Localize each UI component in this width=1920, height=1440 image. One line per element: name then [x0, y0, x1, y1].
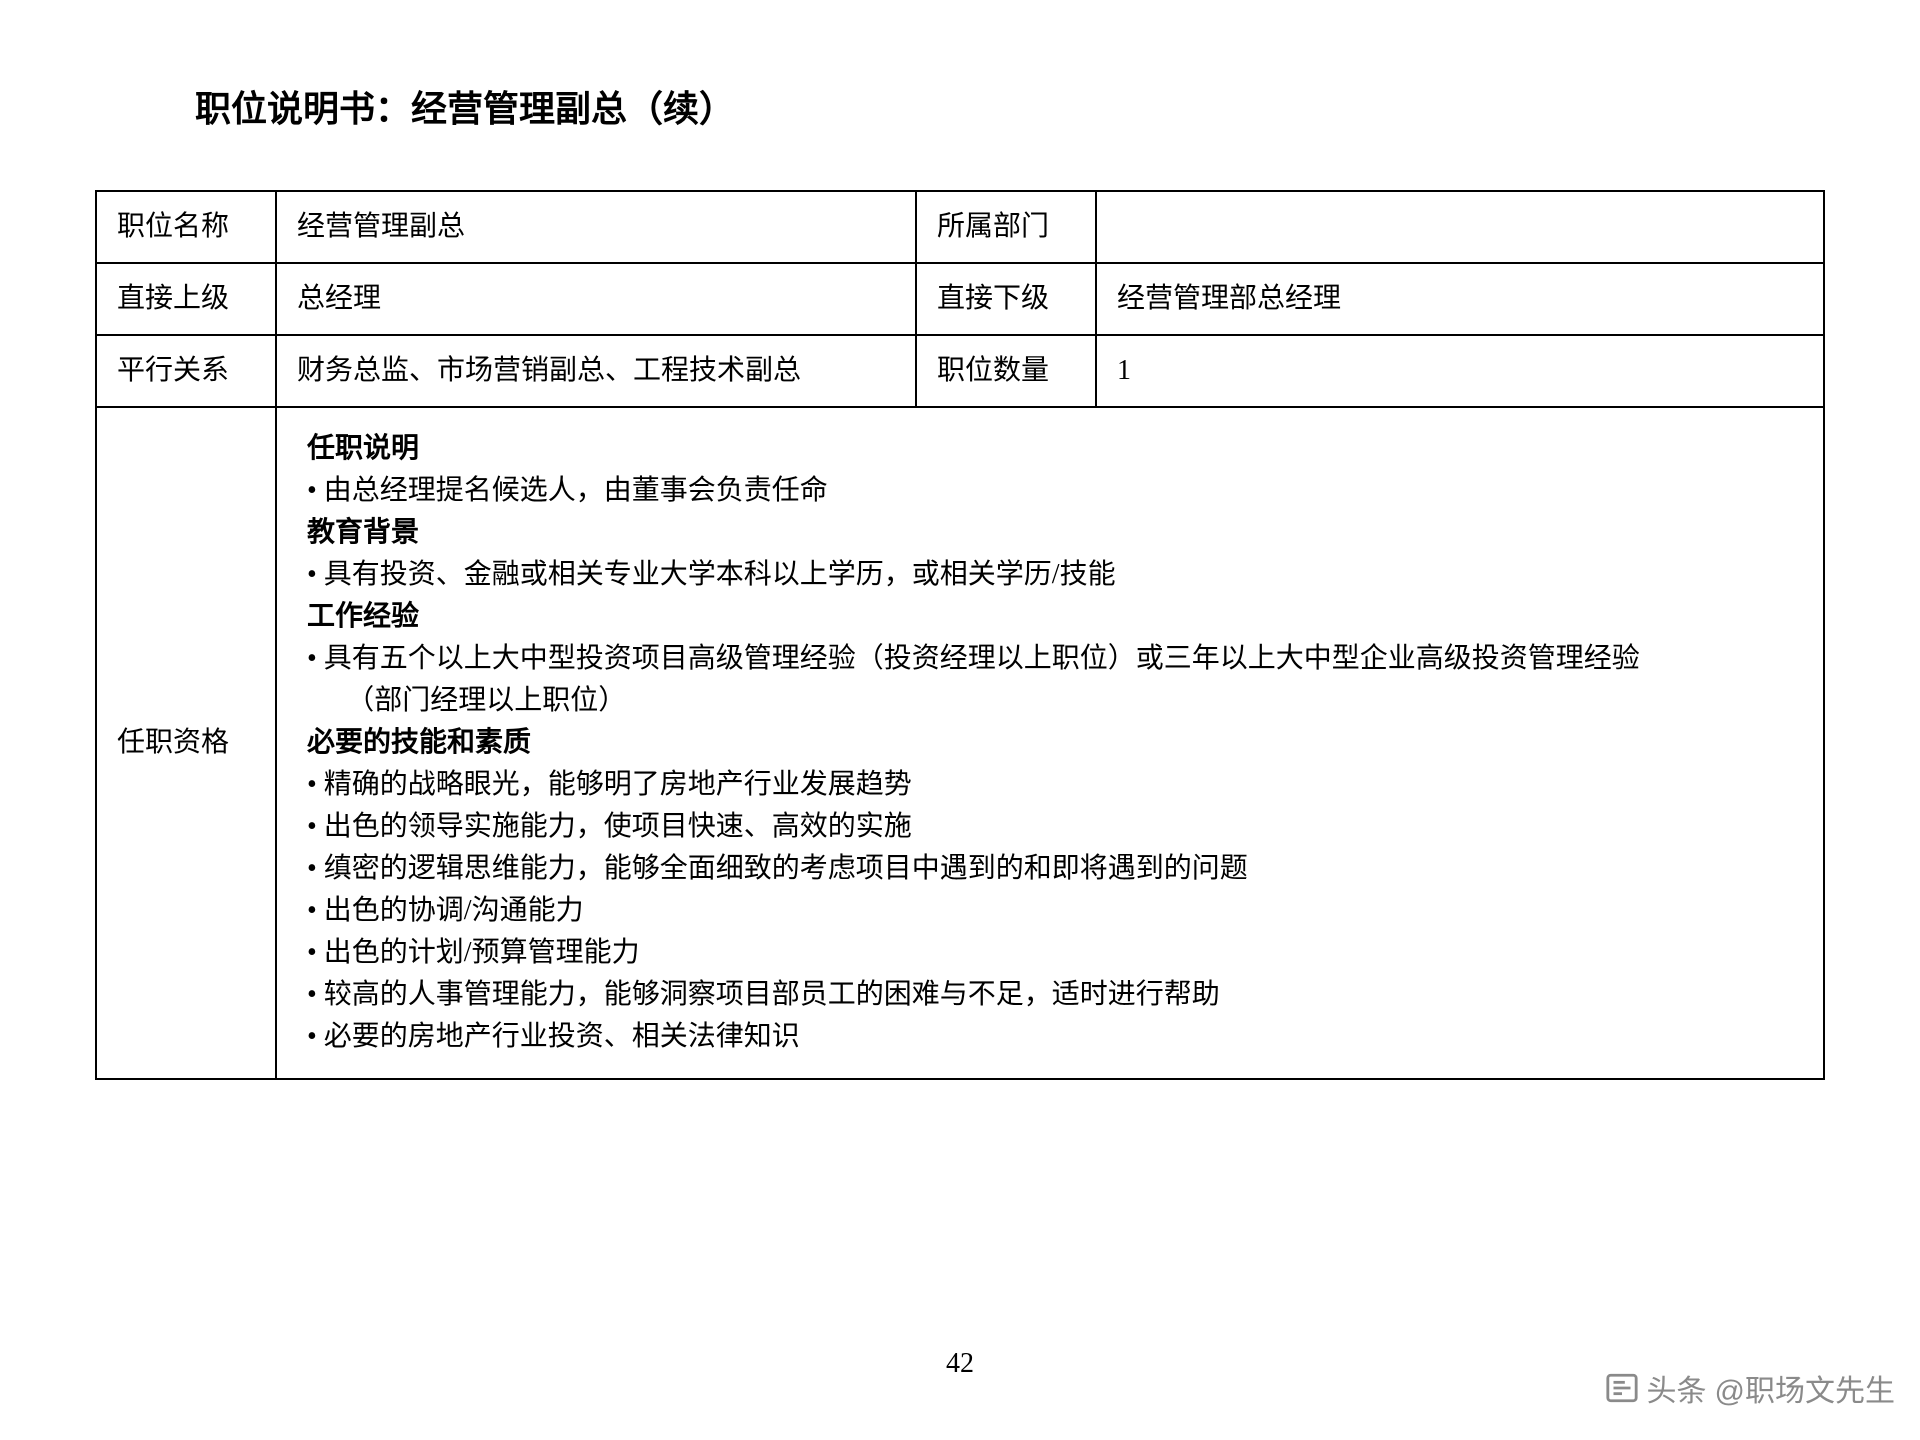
- watermark-prefix: 头条: [1647, 1366, 1707, 1410]
- qual-bullet: • 缜密的逻辑思维能力，能够全面细致的考虑项目中遇到的和即将遇到的问题: [307, 848, 1793, 890]
- header-value: 经营管理部总经理: [1096, 263, 1824, 335]
- header-rows: 职位名称经营管理副总所属部门直接上级总经理直接下级经营管理部总经理平行关系财务总…: [96, 191, 1824, 407]
- header-value: 总经理: [276, 263, 916, 335]
- qual-bullet: • 具有投资、金融或相关专业大学本科以上学历，或相关学历/技能: [307, 554, 1793, 596]
- qual-section-head: 教育背景: [307, 512, 1793, 554]
- header-label: 职位名称: [96, 191, 276, 263]
- qual-section-head: 必要的技能和素质: [307, 722, 1793, 764]
- qual-bullet: （部门经理以上职位）: [307, 680, 1793, 722]
- qual-bullet: • 具有五个以上大中型投资项目高级管理经验（投资经理以上职位）或三年以上大中型企…: [307, 638, 1793, 680]
- qual-bullet: • 出色的领导实施能力，使项目快速、高效的实施: [307, 806, 1793, 848]
- header-value: 1: [1096, 335, 1824, 407]
- qual-bullet: • 出色的协调/沟通能力: [307, 890, 1793, 932]
- qual-section-head: 任职说明: [307, 428, 1793, 470]
- header-label: 职位数量: [916, 335, 1096, 407]
- header-value: [1096, 191, 1824, 263]
- header-label: 直接下级: [916, 263, 1096, 335]
- qual-bullet: • 精确的战略眼光，能够明了房地产行业发展趋势: [307, 764, 1793, 806]
- qualification-label: 任职资格: [96, 407, 276, 1079]
- header-value: 财务总监、市场营销副总、工程技术副总: [276, 335, 916, 407]
- qual-bullet: • 由总经理提名候选人，由董事会负责任命: [307, 470, 1793, 512]
- table-row: 平行关系财务总监、市场营销副总、工程技术副总职位数量1: [96, 335, 1824, 407]
- table-row: 职位名称经营管理副总所属部门: [96, 191, 1824, 263]
- header-value: 经营管理副总: [276, 191, 916, 263]
- watermark-handle: @职场文先生: [1715, 1366, 1895, 1410]
- toutiao-icon: [1605, 1371, 1639, 1405]
- job-description-table: 职位名称经营管理副总所属部门直接上级总经理直接下级经营管理部总经理平行关系财务总…: [95, 190, 1825, 1080]
- watermark: 头条 @职场文先生: [1605, 1366, 1895, 1410]
- qualification-content: 任职说明• 由总经理提名候选人，由董事会负责任命教育背景• 具有投资、金融或相关…: [276, 407, 1824, 1079]
- qual-bullet: • 必要的房地产行业投资、相关法律知识: [307, 1016, 1793, 1058]
- qual-bullet: • 出色的计划/预算管理能力: [307, 932, 1793, 974]
- qual-section-head: 工作经验: [307, 596, 1793, 638]
- table-row: 直接上级总经理直接下级经营管理部总经理: [96, 263, 1824, 335]
- qual-bullet: • 较高的人事管理能力，能够洞察项目部员工的困难与不足，适时进行帮助: [307, 974, 1793, 1016]
- header-label: 直接上级: [96, 263, 276, 335]
- header-label: 所属部门: [916, 191, 1096, 263]
- header-label: 平行关系: [96, 335, 276, 407]
- page-title: 职位说明书：经营管理副总（续）: [195, 80, 1825, 132]
